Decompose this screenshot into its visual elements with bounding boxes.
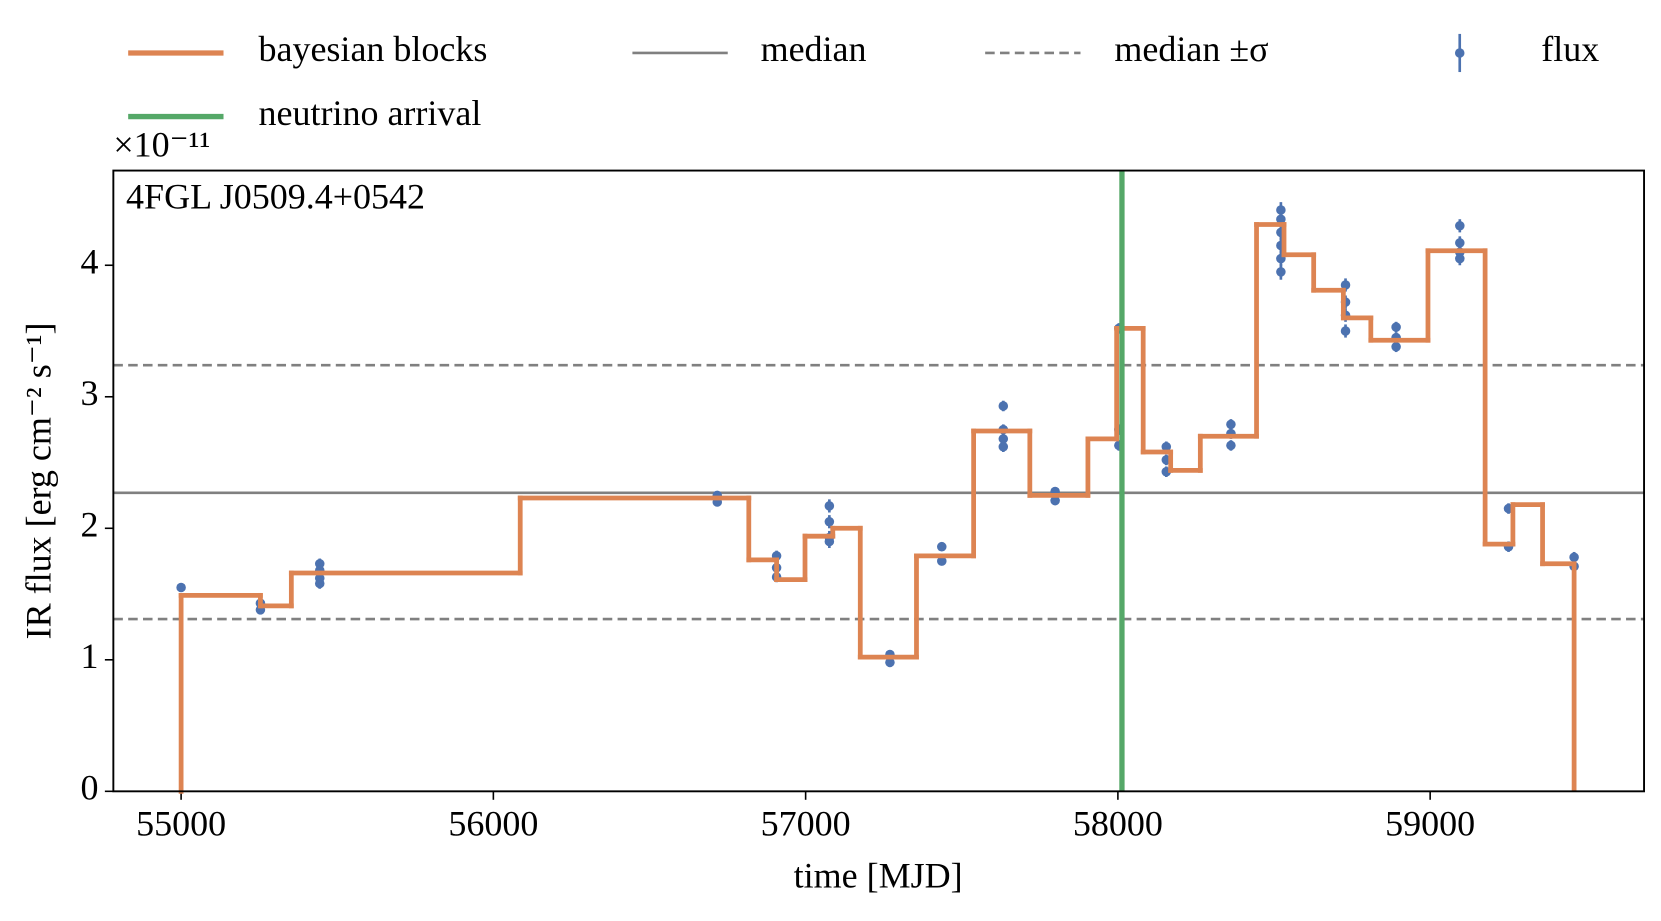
legend-label: bayesian blocks bbox=[258, 29, 487, 69]
y-axis-label: IR flux [erg cm⁻² s⁻¹] bbox=[19, 323, 59, 640]
flux-marker bbox=[1161, 441, 1172, 452]
annotation: 4FGL J0509.4+0542 bbox=[126, 176, 425, 216]
x-tick-label: 59000 bbox=[1385, 804, 1475, 844]
flux-point bbox=[1569, 551, 1579, 563]
flux-marker bbox=[824, 516, 835, 527]
legend-label: median ±σ bbox=[1114, 29, 1268, 69]
flux-marker bbox=[885, 657, 895, 668]
y-tick-label: 3 bbox=[81, 373, 99, 413]
flux-point bbox=[824, 515, 835, 529]
flux-marker bbox=[937, 556, 947, 566]
flux-marker bbox=[998, 441, 1009, 452]
flux-point bbox=[885, 657, 895, 668]
legend-label: flux bbox=[1541, 29, 1599, 69]
flux-point bbox=[937, 556, 947, 566]
flux-marker bbox=[824, 536, 835, 547]
flux-marker bbox=[1340, 280, 1351, 290]
legend-label: neutrino arrival bbox=[258, 93, 481, 133]
flux-point bbox=[1226, 440, 1236, 451]
x-tick-label: 58000 bbox=[1073, 804, 1163, 844]
x-tick-label: 56000 bbox=[448, 804, 538, 844]
flux-marker bbox=[1569, 552, 1579, 562]
flux-marker bbox=[1455, 238, 1465, 248]
flux-marker bbox=[1391, 322, 1401, 332]
legend-label: median bbox=[761, 29, 867, 69]
y-offset-label: ×10⁻¹¹ bbox=[113, 125, 210, 165]
legend-swatch bbox=[1454, 48, 1465, 58]
flux-marker bbox=[1226, 419, 1236, 430]
flux-marker bbox=[998, 401, 1009, 411]
flux-marker bbox=[937, 541, 947, 552]
plot-frame bbox=[112, 169, 1646, 793]
flux-marker bbox=[1226, 440, 1236, 451]
flux-marker bbox=[1050, 495, 1060, 506]
flux-point bbox=[1455, 252, 1465, 266]
flux-point bbox=[824, 499, 835, 513]
flux-marker bbox=[314, 559, 325, 569]
flux-point bbox=[1226, 419, 1236, 430]
y-tick-label: 1 bbox=[81, 636, 99, 676]
y-tick-label: 0 bbox=[81, 768, 99, 808]
flux-point bbox=[937, 541, 947, 552]
flux-point bbox=[998, 400, 1009, 412]
flux-marker bbox=[998, 434, 1009, 444]
y-tick-label: 4 bbox=[81, 242, 99, 282]
flux-point bbox=[1276, 263, 1286, 280]
y-tick-label: 2 bbox=[81, 505, 99, 545]
flux-marker bbox=[1391, 342, 1401, 352]
flux-point bbox=[1391, 341, 1401, 353]
flux-point bbox=[314, 578, 325, 589]
flux-point bbox=[176, 582, 186, 593]
x-tick-label: 55000 bbox=[136, 804, 226, 844]
flux-marker bbox=[1276, 214, 1286, 224]
flux-marker bbox=[1455, 253, 1465, 264]
flux-marker bbox=[1455, 221, 1465, 231]
flux-point bbox=[1340, 324, 1351, 338]
flux-marker bbox=[824, 501, 835, 511]
x-tick-label: 57000 bbox=[761, 804, 851, 844]
flux-point bbox=[1050, 495, 1060, 506]
flux-point bbox=[1455, 219, 1465, 233]
flux-marker bbox=[314, 578, 325, 589]
flux-marker bbox=[176, 582, 186, 593]
flux-point bbox=[1391, 321, 1401, 333]
flux-marker bbox=[1276, 205, 1286, 215]
flux-point bbox=[998, 441, 1009, 453]
flux-marker bbox=[1340, 326, 1351, 336]
flux-marker bbox=[1276, 267, 1286, 277]
x-axis-label: time [MJD] bbox=[794, 856, 963, 896]
